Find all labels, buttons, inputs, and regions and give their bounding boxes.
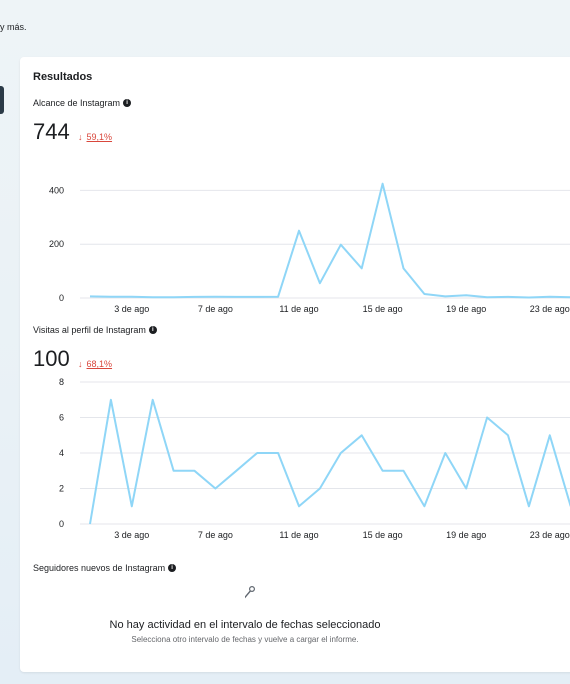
x-tick-label: 7 de ago bbox=[198, 304, 233, 314]
intro-text-fragment: y más. bbox=[0, 22, 27, 32]
trend-line-icon bbox=[245, 585, 255, 599]
x-tick-label: 19 de ago bbox=[446, 530, 486, 540]
x-tick-label: 23 de ago bbox=[530, 530, 570, 540]
x-tick-label: 19 de ago bbox=[446, 304, 486, 314]
reach-value: 744 bbox=[33, 119, 70, 144]
reach-line-chart: 0 200 400 3 de ago 7 de ago 11 de ago 15 de ag… bbox=[49, 182, 570, 314]
empty-state-title: No hay actividad en el intervalo de fech… bbox=[109, 619, 381, 631]
series-line bbox=[89, 398, 570, 525]
reach-change: ↓ 59,1% bbox=[78, 132, 112, 142]
y-tick-label: 0 bbox=[59, 519, 64, 529]
results-title: Resultados bbox=[33, 71, 93, 83]
x-tick-label: 3 de ago bbox=[114, 304, 149, 314]
y-tick-label: 8 bbox=[59, 377, 64, 387]
followers-label-row: Seguidores nuevos de Instagram i bbox=[33, 563, 177, 573]
followers-empty-state: No hay actividad en el intervalo de fech… bbox=[20, 583, 570, 644]
y-tick-label: 4 bbox=[59, 448, 64, 458]
visits-change: ↓ 68,1% bbox=[78, 359, 112, 369]
x-tick-label: 15 de ago bbox=[363, 530, 403, 540]
sidebar-tab-handle[interactable] bbox=[0, 86, 4, 114]
x-tick-label: 7 de ago bbox=[198, 530, 233, 540]
followers-label: Seguidores nuevos de Instagram bbox=[33, 563, 166, 573]
down-arrow-icon: ↓ bbox=[78, 132, 83, 142]
x-tick-label: 11 de ago bbox=[279, 304, 318, 314]
results-card: Resultados Alcance de Instagram i 744 ↓ … bbox=[20, 57, 570, 672]
x-tick-label: 3 de ago bbox=[114, 530, 149, 540]
reach-label: Alcance de Instagram bbox=[33, 98, 121, 108]
y-tick-label: 0 bbox=[59, 293, 64, 303]
empty-state-subtitle: Selecciona otro intervalo de fechas y vu… bbox=[131, 635, 359, 644]
y-tick-label: 400 bbox=[49, 185, 64, 195]
series-line bbox=[89, 182, 570, 299]
visits-label: Visitas al perfil de Instagram bbox=[33, 325, 146, 335]
visits-change-percent[interactable]: 68,1% bbox=[86, 359, 113, 369]
down-arrow-icon: ↓ bbox=[78, 359, 83, 369]
visits-line-chart: 0 2 4 6 8 3 de ago 7 de ago 11 de ago 15 de ago 1… bbox=[59, 377, 570, 540]
x-tick-label: 15 de ago bbox=[363, 304, 403, 314]
y-tick-label: 200 bbox=[49, 239, 64, 249]
x-tick-label: 23 de ago bbox=[530, 304, 570, 314]
visits-value: 100 bbox=[33, 346, 70, 371]
info-icon[interactable]: i bbox=[148, 326, 157, 334]
info-icon[interactable]: i bbox=[123, 99, 132, 107]
y-tick-label: 6 bbox=[59, 413, 64, 423]
reach-change-percent[interactable]: 59,1% bbox=[86, 132, 113, 142]
x-tick-label: 11 de ago bbox=[279, 530, 318, 540]
info-icon[interactable]: i bbox=[168, 564, 177, 572]
reach-label-row: Alcance de Instagram i bbox=[33, 98, 132, 108]
visits-label-row: Visitas al perfil de Instagram i bbox=[33, 325, 157, 335]
y-tick-label: 2 bbox=[59, 484, 64, 494]
